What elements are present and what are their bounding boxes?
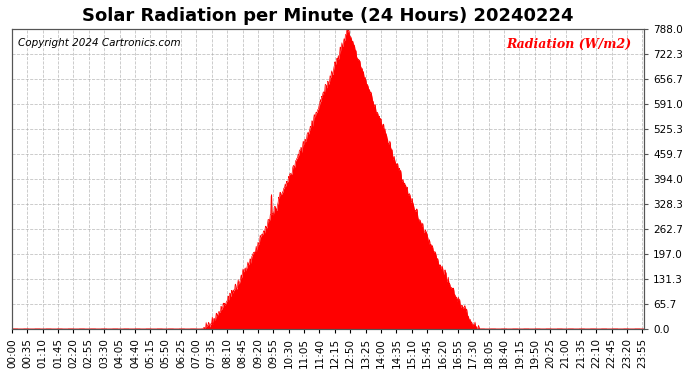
Title: Solar Radiation per Minute (24 Hours) 20240224: Solar Radiation per Minute (24 Hours) 20… bbox=[82, 7, 574, 25]
Text: Radiation (W/m2): Radiation (W/m2) bbox=[506, 38, 631, 51]
Text: Copyright 2024 Cartronics.com: Copyright 2024 Cartronics.com bbox=[18, 38, 181, 48]
